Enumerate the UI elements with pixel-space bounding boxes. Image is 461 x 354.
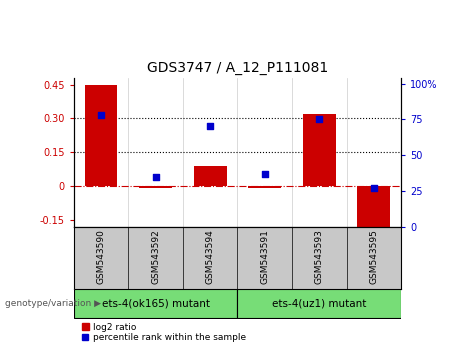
Text: genotype/variation ▶: genotype/variation ▶	[5, 299, 100, 308]
Text: ets-4(uz1) mutant: ets-4(uz1) mutant	[272, 298, 366, 309]
Text: GSM543593: GSM543593	[315, 229, 324, 284]
Bar	[74, 289, 237, 318]
Bar	[248, 186, 281, 188]
Bar	[139, 186, 172, 188]
Text: GSM543594: GSM543594	[206, 229, 215, 284]
Point	[370, 185, 378, 191]
Bar	[357, 186, 390, 228]
Bar	[194, 166, 226, 186]
Text: GSM543592: GSM543592	[151, 229, 160, 284]
Text: GSM543590: GSM543590	[96, 229, 106, 284]
Bar	[237, 289, 401, 318]
Text: ets-4(ok165) mutant: ets-4(ok165) mutant	[101, 298, 210, 309]
Point	[315, 116, 323, 122]
Bar	[85, 85, 118, 186]
Point	[261, 171, 268, 177]
Point	[97, 112, 105, 118]
Text: GSM543591: GSM543591	[260, 229, 269, 284]
Point	[152, 174, 159, 179]
Text: GSM543595: GSM543595	[369, 229, 378, 284]
Legend: log2 ratio, percentile rank within the sample: log2 ratio, percentile rank within the s…	[78, 319, 249, 346]
Point	[207, 124, 214, 129]
Bar	[303, 114, 336, 186]
Title: GDS3747 / A_12_P111081: GDS3747 / A_12_P111081	[147, 62, 328, 75]
